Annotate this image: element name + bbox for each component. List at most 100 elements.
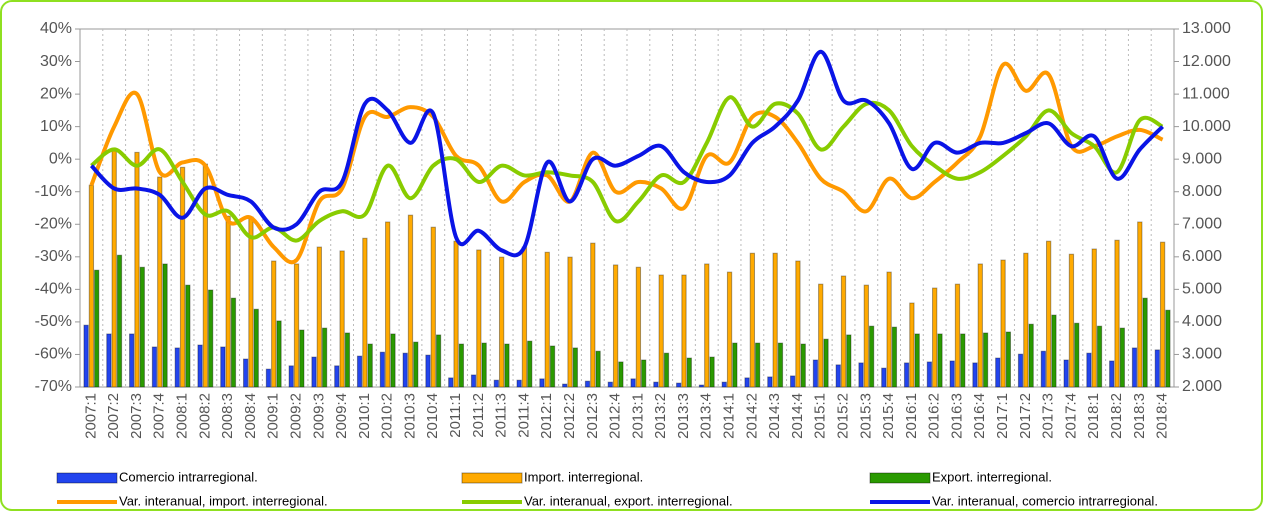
bar (265, 368, 272, 388)
bar (220, 346, 226, 388)
bar (607, 381, 613, 388)
bar (858, 362, 864, 388)
bar (721, 381, 727, 388)
bar (686, 357, 692, 388)
y-tick-label: -40% (35, 281, 72, 298)
bar (379, 351, 386, 388)
bar (1091, 248, 1097, 388)
bar (202, 163, 209, 388)
bar (977, 263, 983, 388)
bar (276, 320, 282, 388)
bar (1074, 322, 1080, 388)
bar (818, 283, 824, 388)
x-tick-label: 2010:1 (356, 393, 373, 439)
bar (470, 374, 477, 388)
y-tick-label: -50% (35, 313, 72, 330)
y2-tick-label: 6.000 (1182, 248, 1222, 265)
legend-label: Import. interregional. (524, 469, 643, 484)
bar (94, 269, 100, 388)
bar (1063, 359, 1069, 388)
y2-tick-label: 13.000 (1182, 20, 1231, 37)
line (89, 61, 1164, 265)
bar (321, 327, 328, 388)
bar (891, 326, 898, 388)
bar (1119, 327, 1125, 388)
y2-tick-label: 9.000 (1182, 150, 1222, 167)
bar (344, 332, 351, 388)
bar (162, 263, 168, 388)
bar (881, 367, 887, 388)
bar (562, 383, 568, 388)
bar (430, 226, 436, 388)
bar (749, 252, 756, 388)
bar (698, 384, 705, 388)
bar (504, 343, 510, 388)
bar (139, 266, 145, 388)
bar (595, 350, 601, 388)
bar (937, 333, 943, 388)
bar (549, 345, 556, 388)
bar (1045, 240, 1052, 388)
bar (1023, 252, 1029, 388)
x-tick-label: 2012:3 (584, 393, 601, 439)
bar (539, 378, 545, 388)
x-tick-label: 2016:4 (971, 393, 988, 439)
x-tick-label: 2011:3 (493, 393, 510, 438)
bar (823, 338, 829, 388)
bar (1068, 253, 1075, 388)
legend-swatch (869, 472, 931, 484)
bar (1017, 353, 1024, 388)
bar (795, 260, 801, 388)
bar (612, 264, 619, 388)
bar (174, 347, 180, 388)
bar (709, 356, 715, 388)
bar (185, 284, 191, 388)
y-tick-label: 40% (40, 20, 72, 37)
bar (982, 332, 989, 388)
y-tick-label: -60% (35, 346, 72, 363)
legend-label: Var. interanual, import. interregional. (119, 493, 328, 508)
legend-label: Var. interanual, comercio intrarregional… (932, 493, 1158, 508)
x-tick-label: 2010:3 (401, 393, 418, 439)
bar (704, 263, 710, 388)
bar (293, 263, 300, 388)
bar (972, 362, 978, 388)
bar (1154, 349, 1160, 388)
x-tick-label: 2011:2 (470, 393, 487, 438)
x-tick-label: 2008:4 (242, 393, 259, 439)
bar (197, 344, 203, 388)
bar (435, 334, 442, 388)
bar (1096, 325, 1103, 388)
bar (800, 343, 806, 388)
bar (248, 216, 254, 388)
bar (225, 215, 231, 388)
bar (653, 381, 659, 388)
bar (1114, 239, 1120, 388)
x-tick-label: 2014:4 (789, 393, 806, 439)
x-tick-label: 2017:3 (1040, 393, 1057, 439)
y2-tick-label: 5.000 (1182, 281, 1222, 298)
bar (253, 308, 259, 388)
x-tick-label: 2013:4 (698, 393, 715, 439)
x-tick-label: 2014:3 (766, 393, 783, 439)
bar (1131, 347, 1138, 388)
bar (242, 358, 249, 388)
bar (458, 343, 465, 388)
bar (868, 325, 875, 388)
bar (567, 256, 573, 388)
bar (151, 346, 158, 388)
bar (954, 283, 961, 388)
bar (367, 343, 373, 388)
x-tick-label: 2008:1 (174, 393, 191, 439)
bar (1000, 259, 1006, 388)
bar (230, 297, 237, 388)
bar (812, 359, 819, 388)
bar (835, 364, 841, 388)
bar (448, 377, 454, 388)
bar (481, 342, 487, 388)
x-tick-label: 2012:1 (538, 393, 555, 439)
bar (116, 254, 123, 388)
bar (903, 362, 910, 388)
